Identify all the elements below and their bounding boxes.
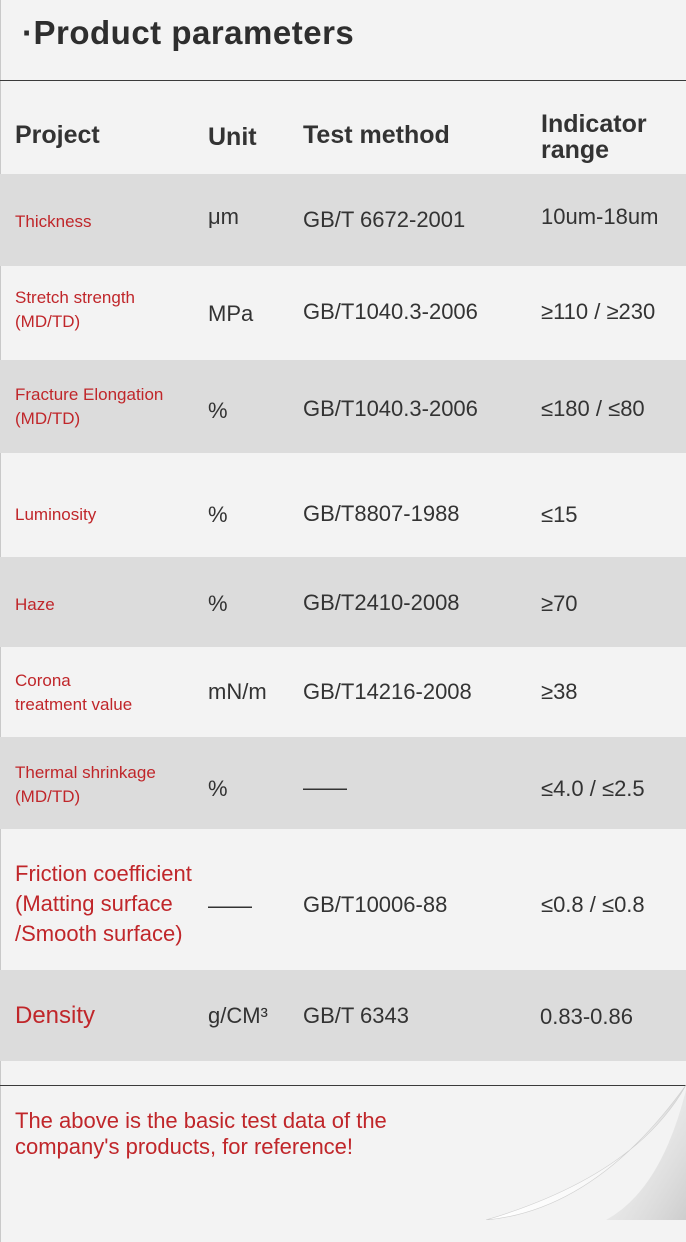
unit-cell: % (208, 591, 228, 616)
project-line2: (MD/TD) (15, 787, 81, 806)
method-cell: GB/T8807-1988 (303, 501, 460, 526)
range-cell: ≤4.0 / ≤2.5 (541, 776, 645, 801)
method-cell: GB/T14216-2008 (303, 679, 472, 704)
project-line1: Corona (15, 671, 71, 690)
project-line1: Friction coefficient (15, 861, 192, 886)
range-cell: ≤15 (541, 502, 578, 527)
table-row-density: Density g/CM³ GB/T 6343 0.83-0.86 (0, 970, 686, 1061)
unit-cell: g/CM³ (208, 1003, 268, 1028)
unit-cell: % (208, 398, 228, 423)
method-cell: GB/T10006-88 (303, 892, 448, 917)
project-cell: Corona treatment value (15, 669, 132, 717)
footnote-line1: The above is the basic test data of the (15, 1108, 387, 1133)
project-cell: Thermal shrinkage (MD/TD) (15, 761, 156, 809)
header-indicator-range: Indicator range (541, 111, 647, 163)
header-indicator-range-line1: Indicator (541, 110, 647, 138)
project-cell: Thickness (15, 212, 92, 231)
page-title: ·Product parameters (22, 14, 355, 51)
unit-cell: MPa (208, 301, 254, 326)
range-cell: ≤180 / ≤80 (541, 396, 645, 421)
range-cell: ≥38 (541, 679, 578, 704)
table-row-stretch-strength: Stretch strength (MD/TD) MPa GB/T1040.3-… (0, 266, 686, 360)
footnote: The above is the basic test data of the … (15, 1108, 445, 1160)
method-cell: GB/T 6672-2001 (303, 207, 466, 232)
project-line2: (Matting surface (15, 891, 173, 916)
table-row-thermal-shrinkage: Thermal shrinkage (MD/TD) % —— ≤4.0 / ≤2… (0, 737, 686, 829)
unit-cell: % (208, 502, 228, 527)
range-cell: 10um-18um (541, 204, 659, 229)
project-line3: /Smooth surface) (15, 921, 183, 946)
method-cell: GB/T1040.3-2006 (303, 396, 478, 421)
unit-cell: —— (208, 893, 252, 918)
range-cell: ≥70 (541, 591, 578, 616)
divider-bottom (0, 1085, 686, 1086)
unit-cell: % (208, 776, 228, 801)
page-curl-decoration (486, 1084, 686, 1220)
project-line1: Fracture Elongation (15, 385, 164, 404)
project-line2: (MD/TD) (15, 409, 81, 428)
project-cell: Luminosity (15, 505, 97, 524)
method-cell: GB/T 6343 (303, 1003, 409, 1028)
table-row-corona: Corona treatment value mN/m GB/T14216-20… (0, 647, 686, 737)
range-cell: ≤0.8 / ≤0.8 (541, 892, 645, 917)
header-unit: Unit (208, 123, 257, 151)
range-cell: ≥110 / ≥230 (541, 299, 656, 324)
table-row-fracture-elongation: Fracture Elongation (MD/TD) % GB/T1040.3… (0, 360, 686, 453)
project-line2: treatment value (15, 695, 133, 714)
table-row-friction-coefficient: Friction coefficient (Matting surface /S… (0, 829, 686, 970)
unit-cell: μm (208, 204, 240, 229)
table-row-haze: Haze % GB/T2410-2008 ≥70 (0, 557, 686, 647)
unit-cell: mN/m (208, 679, 267, 704)
header-project: Project (15, 121, 100, 149)
project-cell: Fracture Elongation (MD/TD) (15, 383, 163, 431)
project-line2: (MD/TD) (15, 312, 81, 331)
project-cell: Stretch strength (MD/TD) (15, 286, 135, 334)
project-line1: Thermal shrinkage (15, 763, 156, 782)
project-cell: Density (15, 1002, 96, 1029)
table-header: Project Unit Test method Indicator range (0, 82, 686, 174)
range-cell: 0.83-0.86 (540, 1004, 633, 1029)
table-row-luminosity: Luminosity % GB/T8807-1988 ≤15 (0, 453, 686, 557)
footnote-line2: company's products, for reference! (15, 1134, 354, 1159)
header-test-method: Test method (303, 121, 450, 149)
project-cell: Haze (15, 595, 55, 614)
divider-top (0, 80, 686, 81)
header-indicator-range-line2: range (541, 136, 610, 164)
project-cell: Friction coefficient (Matting surface /S… (15, 859, 192, 949)
method-cell: GB/T1040.3-2006 (303, 299, 478, 324)
project-line1: Stretch strength (15, 288, 136, 307)
table-row-thickness: Thickness μm GB/T 6672-2001 10um-18um (0, 174, 686, 266)
method-cell: —— (303, 775, 347, 800)
method-cell: GB/T2410-2008 (303, 590, 460, 615)
